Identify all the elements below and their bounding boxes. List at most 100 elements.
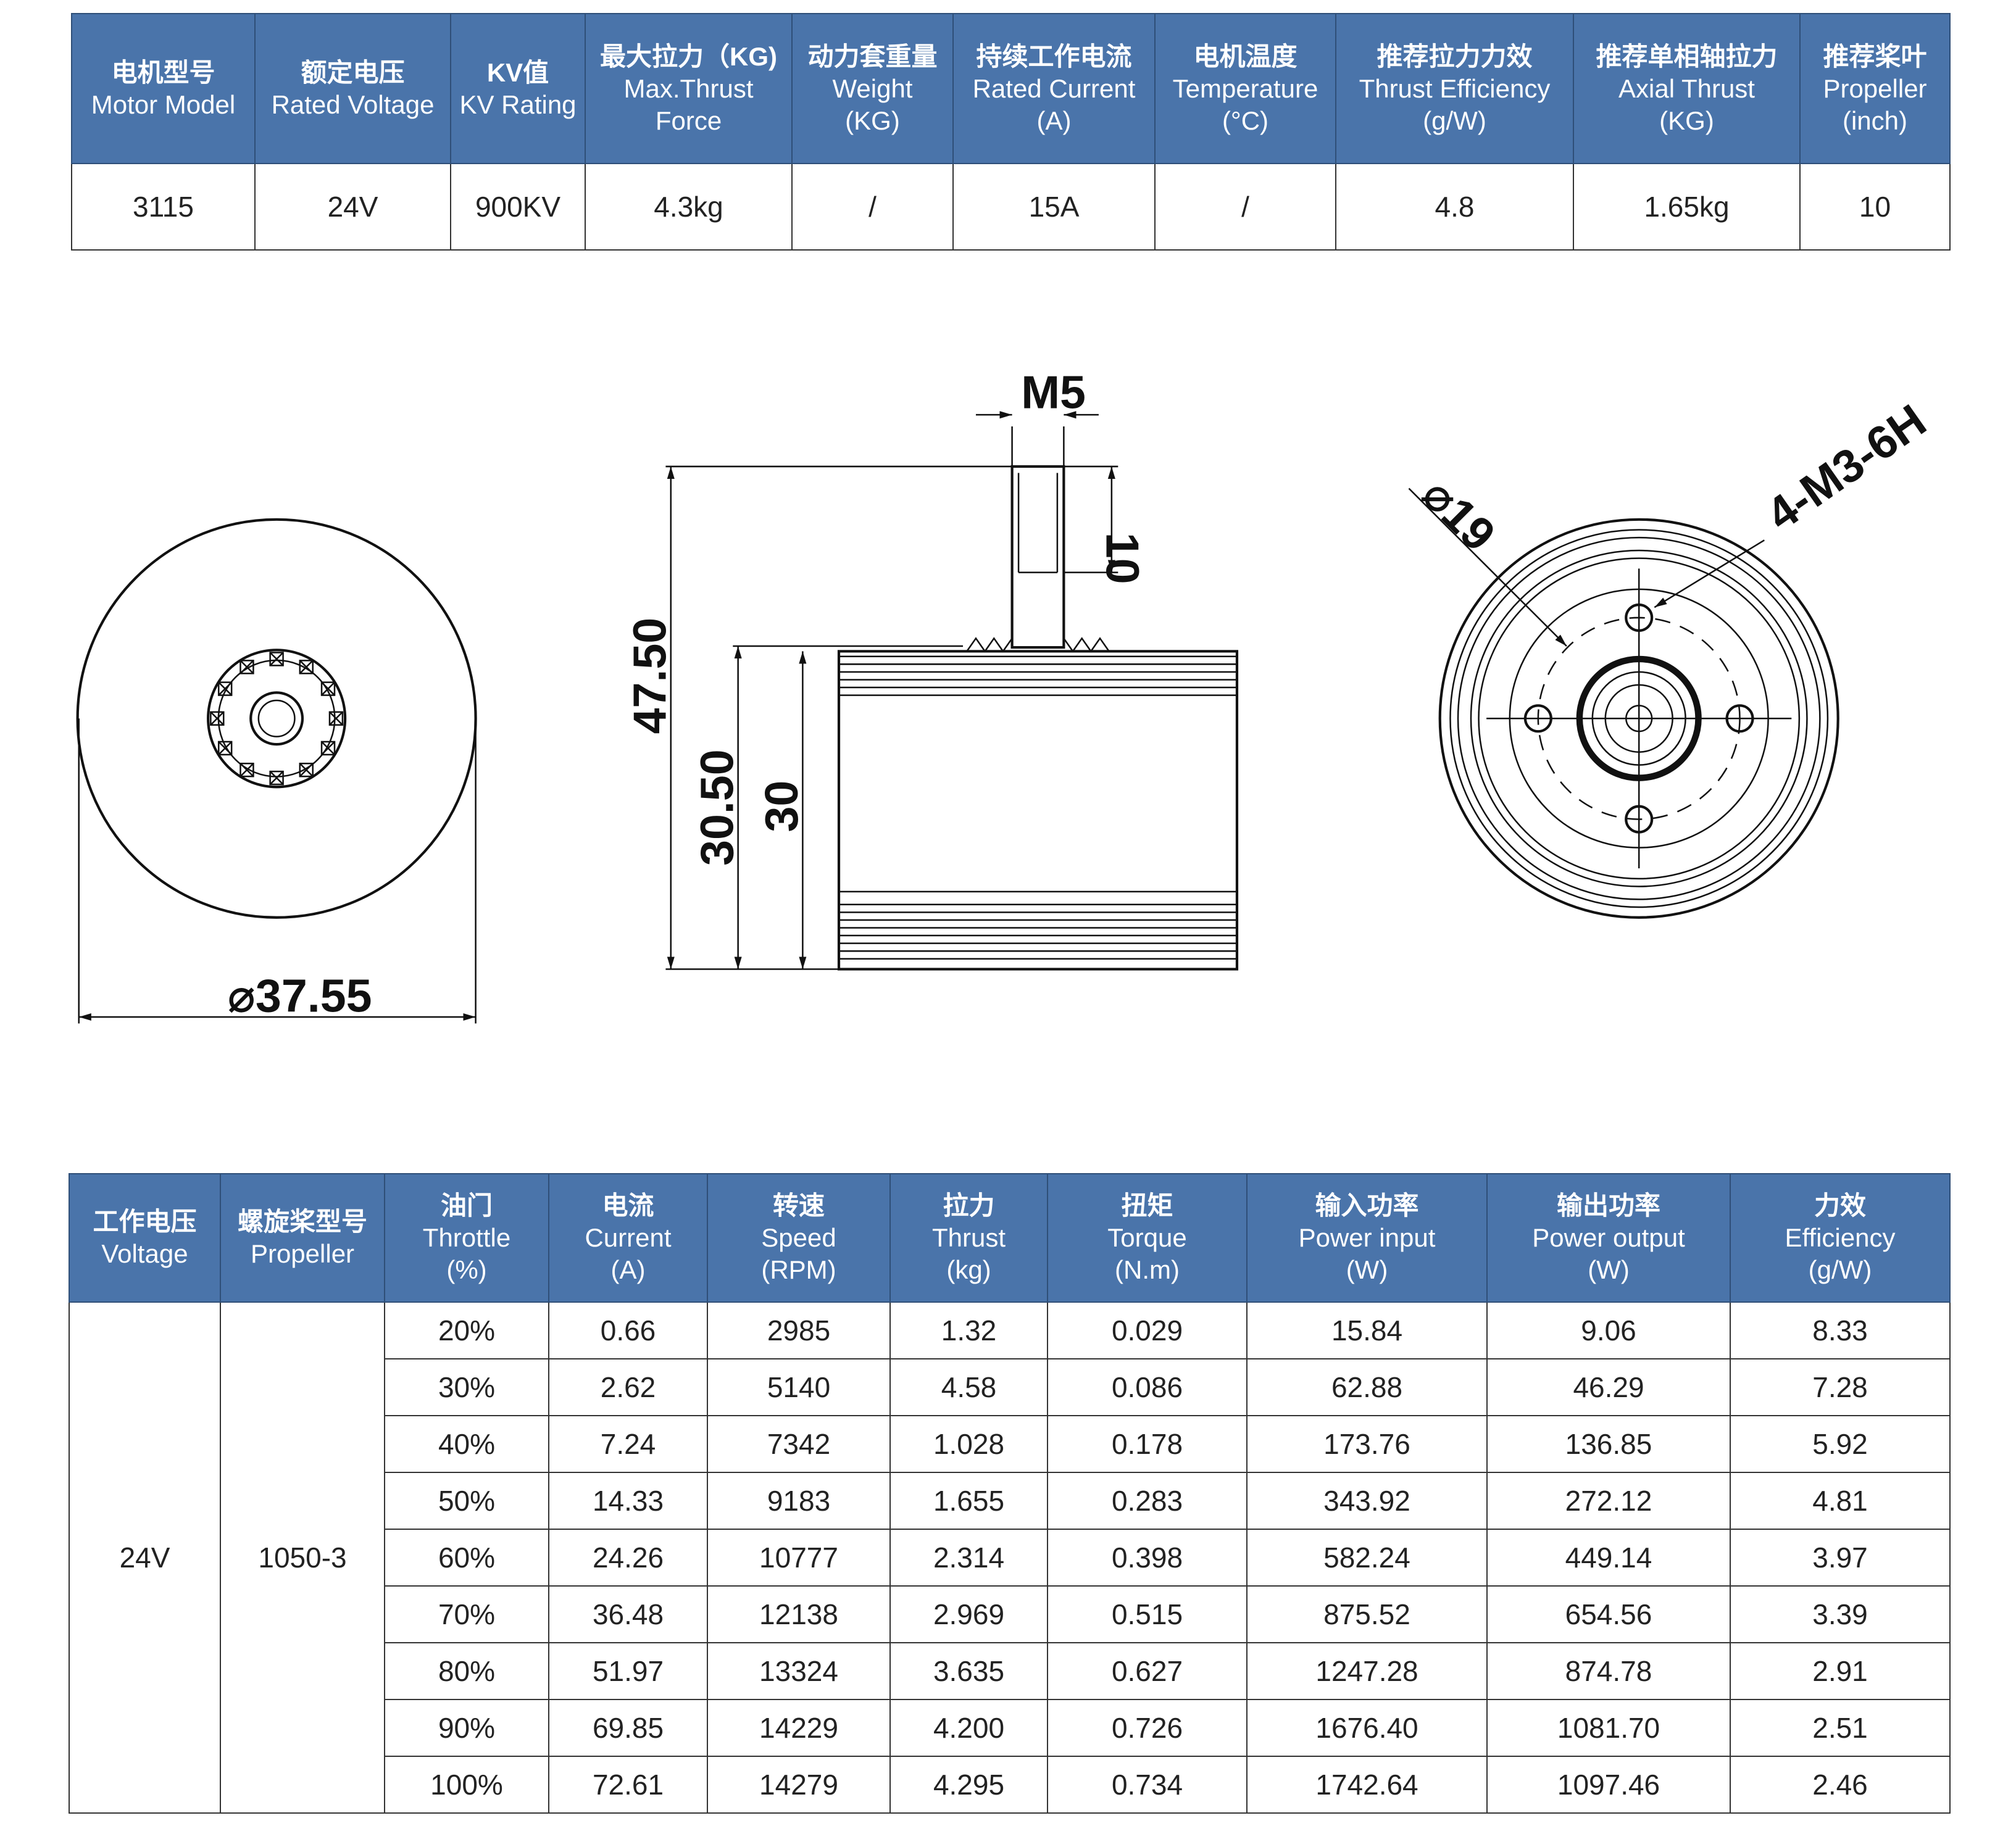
mount-hole [1625,805,1654,834]
column-header: 电机型号 Motor Model [71,13,256,164]
spec-cell: 10 [1799,163,1951,251]
data-cell: 0.086 [1047,1358,1248,1416]
column-header: 动力套重量 Weight (KG) [791,13,954,164]
bolt-hole [299,660,314,674]
data-cell: 2.91 [1730,1642,1951,1700]
bolt-hole [328,711,344,726]
header-en: (W) [1588,1255,1630,1284]
data-cell: 0.515 [1047,1585,1248,1643]
data-cell: 1.655 [889,1472,1048,1530]
data-cell: 0.734 [1047,1756,1248,1814]
data-cell: 4.81 [1730,1472,1951,1530]
bolt-hole [269,652,284,666]
bolt-hole [240,660,254,674]
data-cell: 272.12 [1486,1472,1731,1530]
header-en: KV Rating [459,89,577,119]
data-cell: 0.726 [1047,1699,1248,1757]
table-row: 24V 1050-3 20% 0.66 2985 1.32 0.029 15.84 9.06 8.… [69,1301,1951,1814]
column-header: KV值 KV Rating [450,13,586,164]
header-cn: 扭矩 [1121,1191,1173,1220]
header-en: (g/W) [1808,1255,1872,1284]
voltage-cell: 24V [69,1301,221,1814]
header-en: Speed [761,1223,836,1252]
header-en: (W) [1346,1255,1388,1284]
header-en: Rated Current [972,73,1136,103]
data-cell: 20% [384,1301,549,1359]
propeller-cell: 1050-3 [220,1301,385,1814]
data-cell: 4.295 [889,1756,1048,1814]
header-cn: 转速 [772,1191,825,1220]
data-cell: 30% [384,1358,549,1416]
data-cell: 90% [384,1699,549,1757]
column-header: 持续工作电流 Rated Current (A) [952,13,1156,164]
mount-hole [1625,603,1654,632]
header-cn: 持续工作电流 [976,41,1132,71]
mount-hole [1523,704,1552,733]
column-header: 输入功率 Power input (W) [1246,1173,1488,1303]
spec-row: 3115 24V 900KV 4.3kg/15A/4.8 1.65kg 10 [71,163,1951,251]
header-cn: 拉力 [943,1191,995,1220]
table-row: 80% 51.97 13324 3.635 0.627 1247.28 874.78 2.91 [69,1642,1951,1700]
data-cell: 173.76 [1246,1415,1488,1473]
table-row: 40% 7.24 7342 1.028 0.178 173.76 136.85 5.92 [69,1415,1951,1473]
data-cell: 60% [384,1529,549,1587]
bolt-hole [217,741,233,756]
data-cell: 1.028 [889,1415,1048,1473]
side-view-drawing: M5 47.50 30.50 30 10 [623,367,1239,971]
data-cell: 40% [384,1415,549,1473]
bolt-hole [240,762,254,778]
header-en: Thrust [931,1223,1006,1252]
data-cell: 0.178 [1047,1415,1248,1473]
column-header: 电机温度 Temperature (°C) [1154,13,1336,164]
shaft-thread-label: M5 [1021,367,1086,418]
data-cell: 136.85 [1486,1415,1731,1473]
header-en: (°C) [1222,106,1269,135]
table-row: 70% 36.48 12138 2.969 0.515 875.52 654.56 3.39 [69,1585,1951,1643]
data-cell: 2.46 [1730,1756,1951,1814]
column-header: 转速 Speed (RPM) [707,1173,891,1303]
header-cn: 推荐单相轴拉力 [1596,41,1778,71]
data-cell: 70% [384,1585,549,1643]
table-row: 90% 69.85 14229 4.200 0.726 1676.40 1081.70 2.5… [69,1699,1951,1757]
mount-holes-label: 4-M3-6H [1757,394,1935,541]
column-header: 最大拉力（KG) Max.Thrust Force [585,13,793,164]
bottom-view-drawing: ⌀19 4-M3-6H [1408,394,1935,919]
table-row: 50% 14.33 9183 1.655 0.283 343.92 272.12 4.81 [69,1472,1951,1530]
total-height-label: 47.50 [623,618,675,734]
header-en: (N.m) [1115,1255,1180,1284]
column-header: 力效 Efficiency (g/W) [1730,1173,1951,1303]
header-cn: 力效 [1814,1191,1866,1220]
data-cell: 1676.40 [1246,1699,1488,1757]
data-cell: 50% [384,1472,549,1530]
spec-cell: 4.3kg [585,163,793,251]
header-cn: KV值 [486,57,549,87]
header-en: (%) [446,1255,487,1284]
header-en: (A) [610,1255,646,1284]
data-cell: 0.398 [1047,1529,1248,1587]
header-en: Propeller [250,1239,355,1268]
header-en: (A) [1036,106,1072,135]
data-cell: 4.200 [889,1699,1048,1757]
data-cell: 36.48 [548,1585,708,1643]
data-cell: 72.61 [548,1756,708,1814]
performance-header-row: 工作电压 Voltage 螺旋桨型号 Propeller 油门 Throttle (%) 电流… [69,1173,1951,1303]
data-cell: 62.88 [1246,1358,1488,1416]
data-cell: 0.66 [548,1301,708,1359]
data-cell: 51.97 [548,1642,708,1700]
header-en: Power output [1532,1223,1685,1252]
performance-table: 工作电压 Voltage 螺旋桨型号 Propeller 油门 Throttle (%) 电流… [69,1173,1951,1814]
data-cell: 9183 [707,1472,891,1530]
spec-header-row: 电机型号 Motor Model 额定电压 Rated Voltage KV值 KV Ra… [71,13,1951,164]
column-header: 螺旋桨型号 Propeller [220,1173,385,1303]
header-cn: 油门 [440,1191,493,1220]
mount-circle-label: ⌀19 [1412,468,1506,561]
data-cell: 100% [384,1756,549,1814]
data-cell: 874.78 [1486,1642,1731,1700]
header-en: Weight [832,73,913,103]
header-cn: 电机型号 [111,57,215,87]
bolt-hole [299,762,314,778]
header-en: Throttle [422,1223,511,1252]
spec-cell: / [1154,163,1336,251]
column-header: 输出功率 Power output (W) [1486,1173,1731,1303]
